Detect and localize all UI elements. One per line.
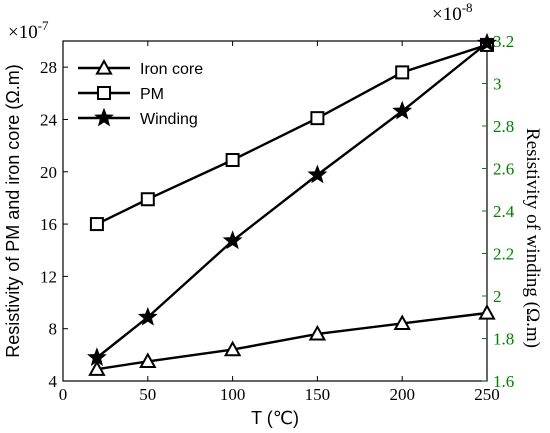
y-right-tick-label: 2 [493,287,502,306]
legend-marker-winding [94,107,114,127]
data-point-pm [225,153,240,167]
plot-frame [62,40,488,382]
y-right-tick-label: 2.4 [493,202,515,221]
x-tick-label: 200 [389,385,415,404]
data-point-winding [137,306,158,326]
data-point-winding [307,164,328,184]
legend-label-winding: Winding [140,111,198,128]
y-left-tick-label: 20 [40,163,57,182]
y-left-tick-label: 28 [40,58,57,77]
y-left-tick-label: 8 [49,320,58,339]
legend-marker-pm [97,86,111,100]
y-right-tick-label: 2.2 [493,245,514,264]
y-right-axis-label: Resistivity of winding (Ω.m) [522,128,543,348]
series-layer [87,32,497,376]
y-right-tick-label: 2.6 [493,160,514,179]
data-point-iron-core [139,352,157,368]
data-point-pm [140,192,155,207]
y-right-ticks: 1.6 1.8 2 2.2 2.4 2.6 2.8 3 3.2 [482,32,515,391]
data-point-iron-core [308,324,327,341]
series-line-iron-core [96,311,488,371]
data-point-winding [87,347,107,367]
data-point-winding [222,230,243,250]
x-tick-label: 50 [139,385,156,404]
y-left-tick-label: 24 [40,110,58,129]
data-point-winding [392,100,413,120]
left-multiplier: ×10-7 [8,18,49,43]
x-tick-label: 150 [305,385,331,404]
data-point-pm [89,217,104,232]
y-right-tick-label: 2.8 [493,117,514,136]
x-tick-label: 0 [59,385,68,404]
x-tick-label: 100 [220,385,246,404]
right-multiplier: ×10-8 [432,0,473,25]
data-point-iron-core [478,303,496,320]
legend-label-pm: PM [140,86,164,103]
data-point-iron-core [88,360,106,376]
series-line-winding [96,42,488,359]
data-point-winding [477,32,497,52]
y-left-ticks: 4 8 12 16 20 24 28 [40,58,68,391]
series-line-pm [96,43,488,226]
y-left-tick-label: 4 [49,372,58,391]
data-point-pm [395,65,410,80]
y-right-tick-label: 3 [493,75,502,94]
y-right-tick-label: 3.2 [493,32,514,51]
data-point-iron-core [223,340,242,357]
y-left-tick-label: 12 [40,267,57,286]
legend: Iron core PM Winding [78,58,203,128]
legend-marker-iron-core [95,58,113,75]
data-point-pm [310,111,325,126]
x-axis-label: T (℃) [251,408,299,428]
y-right-tick-label: 1.6 [493,372,514,391]
data-point-iron-core [393,314,411,331]
legend-label-iron-core: Iron core [140,61,203,78]
y-left-tick-label: 16 [40,215,57,234]
y-left-axis-label: Resistivity of PM and iron core (Ω.m) [3,64,23,358]
y-right-tick-label: 1.8 [493,330,514,349]
x-tick-label: 250 [474,385,500,404]
